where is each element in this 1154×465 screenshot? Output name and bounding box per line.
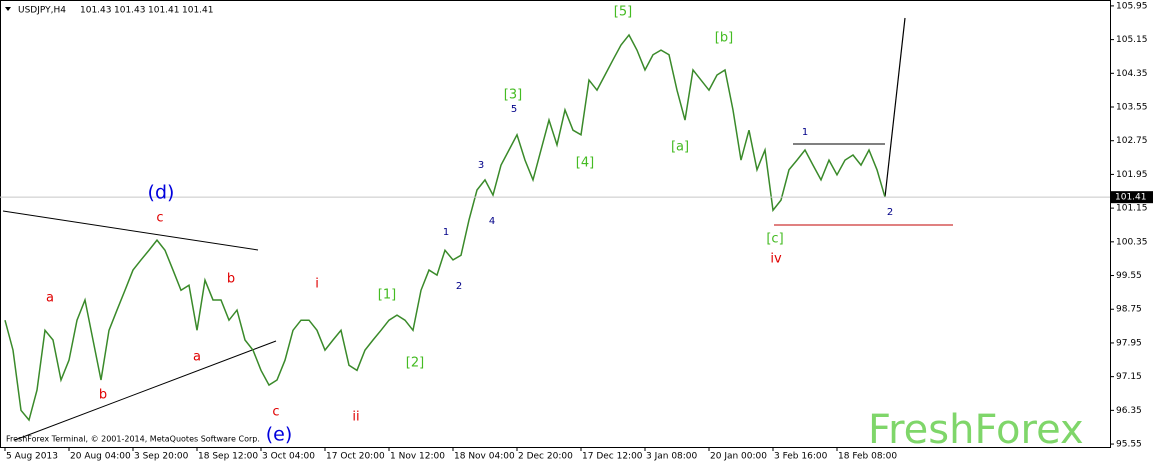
wave-label: i bbox=[315, 277, 319, 292]
wave-label: c bbox=[272, 405, 279, 420]
wave-label: 2 bbox=[887, 207, 893, 218]
copyright: FreshForex Terminal, © 2001-2014, MetaQu… bbox=[6, 435, 260, 444]
x-tick-label: 18 Feb 08:00 bbox=[838, 452, 897, 462]
wave-label: b bbox=[99, 388, 107, 403]
x-tick-label: 20 Aug 04:00 bbox=[70, 452, 131, 462]
x-tick-label: 18 Sep 12:00 bbox=[198, 452, 258, 462]
wave-label: [1] bbox=[378, 288, 396, 303]
y-tick-label: 98.75 bbox=[1116, 305, 1142, 315]
price-line bbox=[4, 33, 886, 422]
wave-label: [4] bbox=[576, 156, 594, 171]
wave-label: [b] bbox=[715, 31, 733, 46]
trendline bbox=[14, 340, 277, 441]
trendline bbox=[2, 210, 259, 251]
wave-label: ii bbox=[352, 410, 359, 425]
y-tick-label: 102.75 bbox=[1116, 136, 1148, 146]
x-tick-label: 1 Nov 12:00 bbox=[390, 452, 445, 462]
y-tick-label: 105.15 bbox=[1116, 35, 1148, 45]
wave-label: (d) bbox=[148, 182, 175, 204]
wave-label: [3] bbox=[504, 88, 522, 103]
dropdown-icon bbox=[5, 7, 11, 11]
y-tick-label: 99.55 bbox=[1116, 271, 1142, 281]
wave-label: 5 bbox=[511, 104, 517, 115]
x-tick-label: 20 Jan 00:00 bbox=[710, 452, 767, 462]
y-tick-label: 105.95 bbox=[1116, 1, 1148, 11]
y-tick-label: 103.55 bbox=[1116, 103, 1148, 113]
x-tick-label: 3 Oct 04:00 bbox=[262, 452, 315, 462]
y-tick-label: 101.95 bbox=[1116, 170, 1148, 180]
y-tick-label: 100.35 bbox=[1116, 237, 1148, 247]
header-price: 101.41 bbox=[182, 6, 214, 16]
x-tick-label: 17 Oct 20:00 bbox=[326, 452, 385, 462]
wave-label: [a] bbox=[671, 140, 689, 155]
x-tick-label: 2 Dec 20:00 bbox=[518, 452, 573, 462]
header-price: 101.43 bbox=[114, 6, 146, 16]
y-tick-label: 104.35 bbox=[1116, 69, 1148, 79]
projection-line bbox=[884, 17, 906, 198]
wave-label: 2 bbox=[456, 281, 462, 292]
wave-label: (e) bbox=[266, 424, 293, 446]
wave-label: 1 bbox=[802, 127, 808, 138]
y-tick-label: 95.55 bbox=[1116, 440, 1142, 450]
header-price: 101.41 bbox=[148, 6, 180, 16]
last-price-box bbox=[1111, 191, 1153, 204]
plot-area bbox=[0, 0, 1111, 448]
wave-label: a bbox=[193, 350, 201, 365]
wave-label: 4 bbox=[489, 216, 495, 227]
y-tick-label: 101.15 bbox=[1116, 204, 1148, 214]
wave-label: a bbox=[46, 291, 54, 306]
wave-label: iv bbox=[770, 252, 782, 267]
y-tick-label: 97.95 bbox=[1116, 338, 1142, 348]
x-tick-label: 17 Dec 12:00 bbox=[582, 452, 643, 462]
wave-label: c bbox=[156, 211, 163, 226]
y-tick-label: 96.35 bbox=[1116, 406, 1142, 416]
last-price-label: 101.41 bbox=[1115, 193, 1147, 203]
x-tick-label: 18 Nov 04:00 bbox=[454, 452, 515, 462]
wave-label: [c] bbox=[766, 232, 783, 247]
wave-label: 1 bbox=[443, 227, 449, 238]
y-tick-label: 97.15 bbox=[1116, 372, 1142, 382]
symbol: USDJPY,H4 bbox=[18, 6, 66, 16]
x-tick-label: 3 Sep 20:00 bbox=[134, 452, 189, 462]
wave-label: [5] bbox=[614, 5, 632, 20]
wave-label: 3 bbox=[478, 160, 484, 171]
x-tick-label: 5 Aug 2013 bbox=[6, 452, 58, 462]
wave-label: b bbox=[227, 272, 235, 287]
watermark: FreshForex bbox=[868, 407, 1084, 453]
header-price: 101.43 bbox=[80, 6, 112, 16]
x-tick-label: 3 Jan 08:00 bbox=[646, 452, 698, 462]
wave-label: [2] bbox=[406, 356, 424, 371]
x-tick-label: 3 Feb 16:00 bbox=[774, 452, 828, 462]
